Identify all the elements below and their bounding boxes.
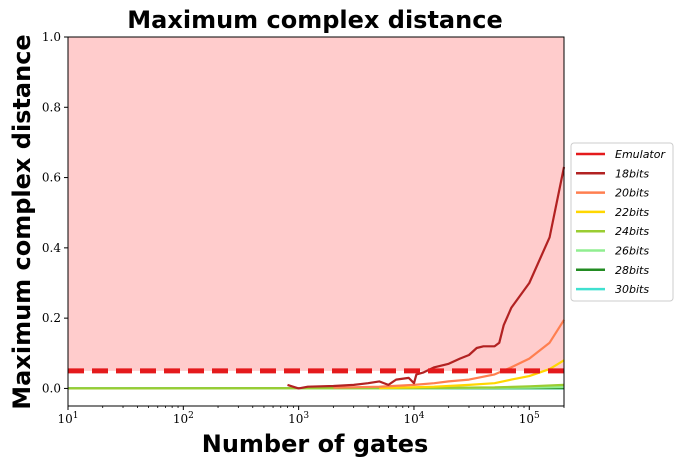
series-layer bbox=[67, 166, 566, 390]
x-tick-label: 101 bbox=[57, 411, 78, 426]
x-axis-label: Number of gates bbox=[202, 430, 429, 458]
legend-label: 30bits bbox=[615, 283, 649, 296]
legend-box bbox=[570, 142, 674, 302]
y-tick-label: 0.4 bbox=[42, 241, 61, 255]
shaded-region bbox=[68, 37, 564, 371]
x-tick-label: 102 bbox=[173, 411, 194, 426]
axis-ticks: 0.0 0.2 0.4 0.6 0.8 1.0 101 102 103 104 105 bbox=[42, 30, 565, 426]
y-tick-label: 0.2 bbox=[42, 311, 61, 325]
y-tick-label: 1.0 bbox=[42, 30, 61, 44]
legend-label: 26bits bbox=[615, 245, 649, 258]
plot-frame bbox=[67, 36, 565, 407]
legend-label: 18bits bbox=[615, 167, 649, 180]
x-tick-label: 103 bbox=[288, 411, 309, 426]
x-tick-label: 104 bbox=[403, 411, 424, 426]
legend-label: 20bits bbox=[615, 187, 649, 200]
legend-label: 28bits bbox=[615, 264, 649, 277]
legend-label: 22bits bbox=[615, 206, 649, 219]
chart-title: Maximum complex distance bbox=[127, 6, 502, 34]
y-axis-label: Maximum complex distance bbox=[8, 34, 36, 409]
y-tick-label: 0.6 bbox=[42, 171, 61, 185]
legend: Emulator 18bits 20bits 22bits 24bits 26bits 28… bbox=[570, 142, 674, 302]
series-line-22bits bbox=[379, 359, 565, 390]
y-tick-label: 0.8 bbox=[42, 100, 61, 114]
y-tick-label: 0.0 bbox=[42, 381, 61, 395]
x-tick-label: 105 bbox=[519, 411, 540, 426]
series-line-20bits bbox=[333, 319, 565, 389]
legend-label: 24bits bbox=[615, 225, 649, 238]
legend-label: Emulator bbox=[615, 148, 666, 161]
